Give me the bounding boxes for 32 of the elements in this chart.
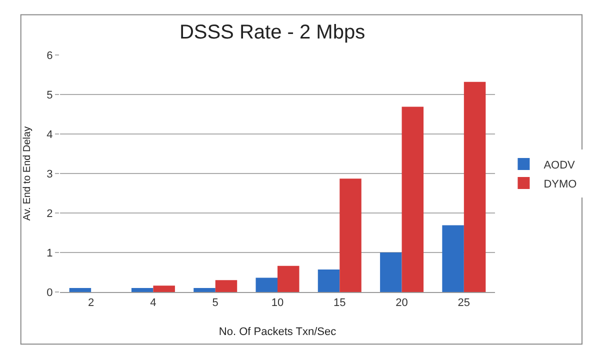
x-tick-label: 5 (212, 297, 218, 310)
x-tick-label: 10 (271, 297, 284, 310)
bar (402, 106, 424, 292)
bar (442, 225, 464, 292)
y-tick-label: 4 (46, 128, 53, 141)
x-axis-title: No. Of Packets Txn/Sec (218, 326, 337, 338)
bar (256, 278, 278, 292)
bar (340, 178, 362, 292)
chart-title: DSSS Rate - 2 Mbps (179, 21, 366, 44)
x-tick-label: 2 (88, 297, 94, 310)
legend-label: DYMO (544, 178, 578, 190)
bar (464, 82, 486, 292)
y-tick-label: 3 (46, 168, 53, 180)
bar (278, 266, 300, 292)
legend-label: AODV (544, 159, 576, 172)
x-tick-label: 4 (150, 297, 156, 310)
y-tick-label: 6 (46, 50, 53, 62)
bar (194, 288, 216, 292)
y-tick-label: 1 (46, 247, 53, 260)
x-tick-label: 15 (334, 297, 346, 310)
y-tick-label: 2 (46, 208, 53, 220)
bar (131, 288, 154, 292)
y-axis-title: Av. End to End Delay (22, 126, 33, 221)
bar (153, 286, 175, 292)
bar (380, 252, 402, 292)
bar (318, 269, 340, 292)
y-tick-label: 5 (46, 89, 53, 102)
x-tick-label: 25 (458, 297, 470, 310)
bar (215, 280, 238, 292)
x-tick-label: 20 (396, 297, 408, 310)
bar (69, 288, 92, 292)
y-tick-label: 0 (46, 286, 53, 299)
